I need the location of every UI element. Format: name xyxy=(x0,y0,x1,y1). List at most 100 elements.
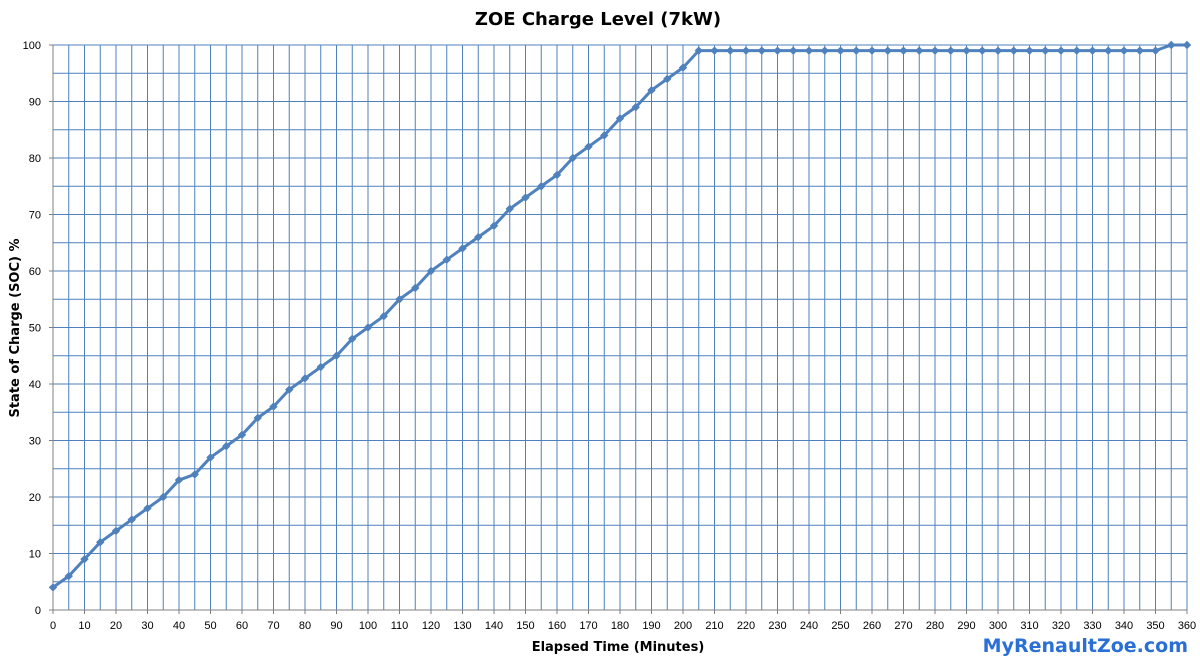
data-point-marker xyxy=(647,86,656,95)
x-tick-label: 60 xyxy=(236,620,248,632)
x-tick-label: 40 xyxy=(173,620,185,632)
data-point-marker xyxy=(489,221,499,230)
x-tick-label: 180 xyxy=(611,620,629,632)
x-tick-label: 190 xyxy=(642,620,660,632)
y-tick-label: 0 xyxy=(35,605,41,617)
y-tick-label: 100 xyxy=(23,40,41,52)
data-point-marker xyxy=(474,232,483,242)
y-tick-label: 30 xyxy=(29,436,41,448)
x-tick-label: 220 xyxy=(737,620,755,632)
data-point-marker xyxy=(521,193,530,202)
data-point-marker xyxy=(1104,46,1113,55)
x-tick-label: 150 xyxy=(516,620,534,632)
data-point-marker xyxy=(159,492,168,502)
data-point-marker xyxy=(48,583,58,592)
data-point-marker xyxy=(1135,46,1144,55)
data-point-marker xyxy=(222,441,231,451)
data-point-marker xyxy=(552,170,562,180)
data-point-marker xyxy=(993,46,1003,55)
data-point-marker xyxy=(615,114,625,123)
data-point-marker xyxy=(962,46,971,55)
data-point-marker xyxy=(678,63,688,72)
data-point-marker xyxy=(1025,46,1034,55)
data-point-marker xyxy=(836,46,845,55)
tick-labels: 0 10 20 30 40 50 60 70 80 90 100 0 10 20 30 40 50 60 70 80 9… xyxy=(23,40,1197,632)
x-tick-label: 120 xyxy=(422,620,440,632)
data-point-marker xyxy=(710,46,719,55)
y-tick-label: 70 xyxy=(29,210,41,222)
data-point-marker xyxy=(363,323,373,332)
data-point-marker xyxy=(694,46,703,55)
y-tick-label: 40 xyxy=(29,379,41,391)
data-point-marker xyxy=(773,46,782,55)
data-point-marker xyxy=(820,46,829,55)
y-axis-label: State of Charge (SOC) % xyxy=(8,238,23,417)
data-point-marker xyxy=(253,413,262,423)
data-point-marker xyxy=(1151,46,1160,55)
watermark-text[interactable]: MyRenaultZoe.com xyxy=(983,635,1188,657)
x-tick-label: 130 xyxy=(453,620,471,632)
x-tick-label: 80 xyxy=(299,620,311,632)
data-point-marker xyxy=(1182,40,1192,50)
x-tick-label: 100 xyxy=(359,620,377,632)
data-point-marker xyxy=(1041,46,1050,55)
x-tick-label: 20 xyxy=(110,620,122,632)
data-point-marker xyxy=(631,102,640,112)
x-axis-label: Elapsed Time (Minutes) xyxy=(532,640,705,655)
x-tick-label: 320 xyxy=(1052,620,1070,632)
data-point-marker xyxy=(978,46,987,55)
data-point-marker xyxy=(442,255,451,264)
y-tick-label: 10 xyxy=(29,549,41,561)
data-point-marker xyxy=(316,362,325,372)
data-point-marker xyxy=(537,182,546,191)
y-tick-label: 80 xyxy=(29,153,41,165)
data-point-marker xyxy=(143,504,152,513)
series-layer xyxy=(48,40,1192,592)
data-point-marker xyxy=(190,470,199,479)
data-point-marker xyxy=(804,46,814,55)
x-tick-label: 170 xyxy=(579,620,597,632)
x-tick-label: 360 xyxy=(1178,620,1196,632)
data-point-marker xyxy=(1009,46,1018,55)
data-point-marker xyxy=(568,153,577,163)
y-tick-label: 60 xyxy=(29,266,41,278)
data-point-marker xyxy=(867,46,877,55)
x-tick-label: 30 xyxy=(141,620,153,632)
x-tick-label: 140 xyxy=(485,620,503,632)
data-point-marker xyxy=(757,46,766,55)
data-point-marker xyxy=(1167,40,1176,50)
data-point-marker xyxy=(348,334,357,343)
x-tick-label: 50 xyxy=(204,620,216,632)
data-point-marker xyxy=(915,46,924,55)
data-point-marker xyxy=(96,538,105,547)
data-point-marker xyxy=(899,46,908,55)
data-point-marker xyxy=(600,131,609,140)
data-point-marker xyxy=(237,430,247,440)
data-point-marker xyxy=(426,266,436,276)
x-tick-label: 160 xyxy=(548,620,566,632)
data-point-marker xyxy=(269,402,278,411)
data-point-marker xyxy=(395,295,404,304)
chart-title: ZOE Charge Level (7kW) xyxy=(475,9,721,30)
x-tick-label: 340 xyxy=(1115,620,1133,632)
x-tick-label: 90 xyxy=(330,620,342,632)
x-tick-label: 10 xyxy=(78,620,90,632)
x-tick-label: 240 xyxy=(800,620,818,632)
data-point-marker xyxy=(206,453,215,462)
data-point-marker xyxy=(741,46,751,55)
x-tick-label: 200 xyxy=(674,620,692,632)
data-point-marker xyxy=(883,46,892,55)
x-tick-label: 70 xyxy=(267,620,279,632)
x-tick-label: 210 xyxy=(705,620,723,632)
data-point-marker xyxy=(1119,46,1129,55)
data-point-marker xyxy=(789,46,798,55)
x-tick-label: 290 xyxy=(957,620,975,632)
data-point-marker xyxy=(1072,46,1081,55)
data-point-marker xyxy=(1056,46,1066,55)
y-tick-label: 90 xyxy=(29,97,41,109)
data-point-marker xyxy=(726,46,735,55)
data-point-marker xyxy=(285,385,294,394)
data-point-marker xyxy=(852,46,861,55)
data-point-marker xyxy=(663,74,672,84)
